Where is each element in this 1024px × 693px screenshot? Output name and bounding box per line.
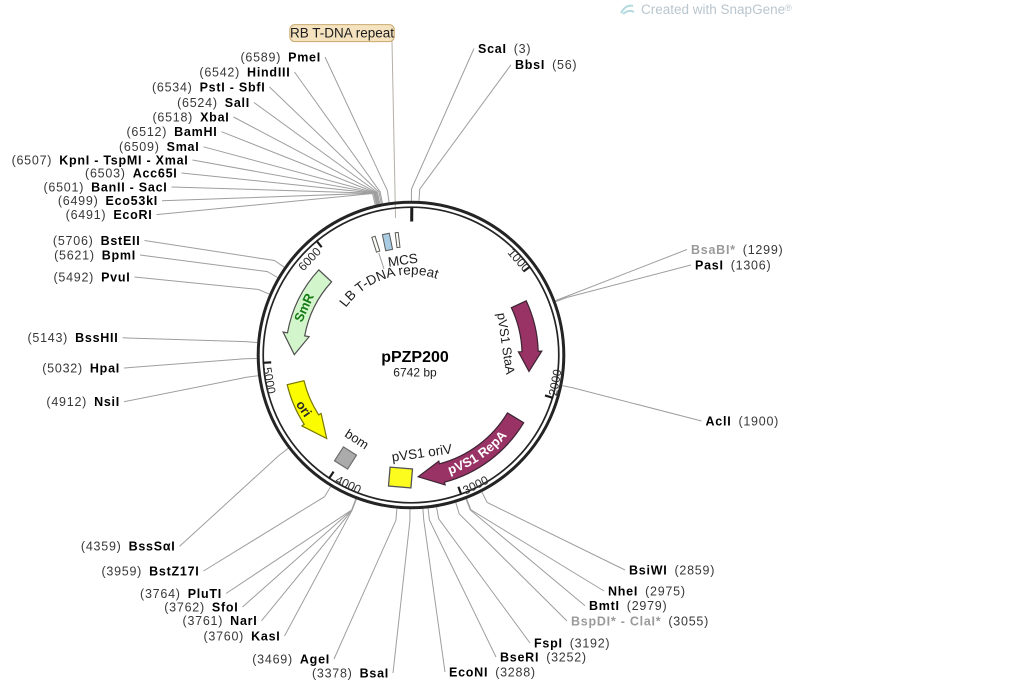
svg-text:(6509) SmaI: (6509) SmaI [119,140,200,154]
svg-text:(4912) NsiI: (4912) NsiI [46,395,120,409]
svg-text:(3378) BsaI: (3378) BsaI [312,666,389,680]
svg-text:(6501) BanII - SacI: (6501) BanII - SacI [43,180,167,194]
svg-text:(6503) Acc65I: (6503) Acc65I [85,166,177,180]
svg-text:(6542) HindIII: (6542) HindIII [199,65,290,79]
svg-text:(3762) SfoI: (3762) SfoI [164,600,238,614]
svg-text:(5143) BssHII: (5143) BssHII [27,331,118,345]
svg-text:BseRI (3252): BseRI (3252) [500,650,587,664]
svg-text:BsiWI (2859): BsiWI (2859) [629,563,715,577]
svg-text:(3959) BstZ17I: (3959) BstZ17I [101,564,199,578]
svg-text:(3760) KasI: (3760) KasI [203,629,280,643]
svg-text:(6507) KpnI - TspMI - XmaI: (6507) KpnI - TspMI - XmaI [12,153,189,167]
svg-text:NheI (2975): NheI (2975) [608,584,686,598]
svg-text:(5032) HpaI: (5032) HpaI [42,361,120,375]
svg-text:(5492) PvuI: (5492) PvuI [53,270,130,284]
svg-text:BbsI (56): BbsI (56) [515,58,577,72]
svg-text:(6524) SalI: (6524) SalI [177,96,250,110]
svg-text:(4359) BssSαI: (4359) BssSαI [81,540,176,554]
svg-text:BmtI (2979): BmtI (2979) [589,599,667,613]
svg-text:ScaI (3): ScaI (3) [478,42,531,56]
svg-text:(6491) EcoRI: (6491) EcoRI [66,208,153,222]
svg-text:(3761) NarI: (3761) NarI [183,614,258,628]
svg-text:(6589) PmeI: (6589) PmeI [240,50,321,64]
svg-text:FspI (3192): FspI (3192) [534,636,610,650]
svg-text:RB T-DNA repeat: RB T-DNA repeat [290,26,394,41]
svg-text:(3764) PluTI: (3764) PluTI [140,587,222,601]
svg-text:Created with SnapGene®: Created with SnapGene® [641,2,792,17]
svg-text:EcoNI (3288): EcoNI (3288) [449,665,536,679]
svg-text:AclI (1900): AclI (1900) [706,414,780,428]
svg-text:6742 bp: 6742 bp [393,366,437,380]
svg-text:(6534) PstI - SbfI: (6534) PstI - SbfI [152,80,266,94]
svg-text:(6512) BamHI: (6512) BamHI [127,125,218,139]
svg-text:(6518) XbaI: (6518) XbaI [152,110,229,124]
svg-text:(6499) Eco53kI: (6499) Eco53kI [58,194,158,208]
svg-text:BspDI* - ClaI* (3055): BspDI* - ClaI* (3055) [571,614,709,628]
svg-text:PasI (1306): PasI (1306) [695,258,771,272]
svg-text:(5621) BpmI: (5621) BpmI [54,248,136,262]
svg-text:pPZP200: pPZP200 [381,349,449,366]
svg-text:(5706) BstEII: (5706) BstEII [53,234,141,248]
svg-text:(3469) AgeI: (3469) AgeI [252,652,330,666]
svg-text:BsaBI* (1299): BsaBI* (1299) [691,243,783,257]
